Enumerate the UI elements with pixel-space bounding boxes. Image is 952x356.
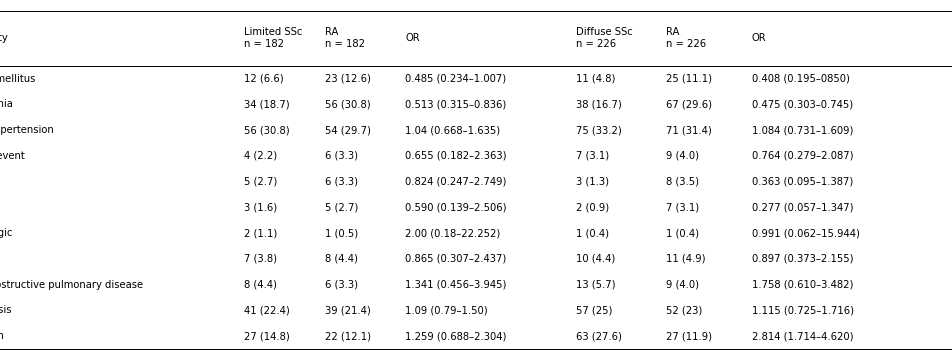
Text: 0.485 (0.234–1.007): 0.485 (0.234–1.007) [405, 74, 506, 84]
Text: 54 (29.7): 54 (29.7) [325, 125, 370, 135]
Text: 12 (6.6): 12 (6.6) [244, 74, 284, 84]
Text: 39 (21.4): 39 (21.4) [325, 305, 370, 315]
Text: 2 (1.1): 2 (1.1) [244, 228, 277, 238]
Text: 5 (2.7): 5 (2.7) [244, 177, 277, 187]
Text: 3 (1.6): 3 (1.6) [244, 202, 277, 213]
Text: 7 (3.1): 7 (3.1) [575, 151, 608, 161]
Text: 27 (14.8): 27 (14.8) [244, 331, 289, 341]
Text: 1.115 (0.725–1.716): 1.115 (0.725–1.716) [751, 305, 853, 315]
Text: 1.259 (0.688–2.304): 1.259 (0.688–2.304) [405, 331, 506, 341]
Text: 1.341 (0.456–3.945): 1.341 (0.456–3.945) [405, 279, 506, 289]
Text: Depression: Depression [0, 331, 4, 341]
Text: 0.513 (0.315–0.836): 0.513 (0.315–0.836) [405, 99, 506, 109]
Text: 11 (4.9): 11 (4.9) [665, 254, 705, 264]
Text: 8 (4.4): 8 (4.4) [244, 279, 277, 289]
Text: 9 (4.0): 9 (4.0) [665, 279, 699, 289]
Text: 56 (30.8): 56 (30.8) [325, 99, 370, 109]
Text: 1.04 (0.668–1.635): 1.04 (0.668–1.635) [405, 125, 500, 135]
Text: 1.758 (0.610–3.482): 1.758 (0.610–3.482) [751, 279, 852, 289]
Text: 1 (0.4): 1 (0.4) [575, 228, 608, 238]
Text: 41 (22.4): 41 (22.4) [244, 305, 289, 315]
Text: 1.084 (0.731–1.609): 1.084 (0.731–1.609) [751, 125, 852, 135]
Text: 67 (29.6): 67 (29.6) [665, 99, 712, 109]
Text: 0.655 (0.182–2.363): 0.655 (0.182–2.363) [405, 151, 506, 161]
Text: 0.408 (0.195–0850): 0.408 (0.195–0850) [751, 74, 849, 84]
Text: 75 (33.2): 75 (33.2) [575, 125, 621, 135]
Text: 5 (2.7): 5 (2.7) [325, 202, 358, 213]
Text: 11 (4.8): 11 (4.8) [575, 74, 615, 84]
Text: 1 (0.4): 1 (0.4) [665, 228, 699, 238]
Text: 6 (3.3): 6 (3.3) [325, 151, 357, 161]
Text: 6 (3.3): 6 (3.3) [325, 177, 357, 187]
Text: 7 (3.1): 7 (3.1) [665, 202, 699, 213]
Text: RA
n = 182: RA n = 182 [325, 27, 365, 49]
Text: Hemorrhagic: Hemorrhagic [0, 228, 12, 238]
Text: Coronary event: Coronary event [0, 151, 25, 161]
Text: 0.590 (0.139–2.506): 0.590 (0.139–2.506) [405, 202, 506, 213]
Text: 23 (12.6): 23 (12.6) [325, 74, 370, 84]
Text: Diffuse SSc
n = 226: Diffuse SSc n = 226 [575, 27, 632, 49]
Text: 25 (11.1): 25 (11.1) [665, 74, 712, 84]
Text: 34 (18.7): 34 (18.7) [244, 99, 289, 109]
Text: 2.00 (0.18–22.252): 2.00 (0.18–22.252) [405, 228, 500, 238]
Text: Comorbidity: Comorbidity [0, 33, 9, 43]
Text: 9 (4.0): 9 (4.0) [665, 151, 699, 161]
Text: OR: OR [751, 33, 765, 43]
Text: Chronic obstructive pulmonary disease: Chronic obstructive pulmonary disease [0, 279, 143, 289]
Text: 7 (3.8): 7 (3.8) [244, 254, 277, 264]
Text: 3 (1.3): 3 (1.3) [575, 177, 608, 187]
Text: 1.09 (0.79–1.50): 1.09 (0.79–1.50) [405, 305, 487, 315]
Text: 8 (3.5): 8 (3.5) [665, 177, 699, 187]
Text: 0.475 (0.303–0.745): 0.475 (0.303–0.745) [751, 99, 852, 109]
Text: 2 (0.9): 2 (0.9) [575, 202, 608, 213]
Text: 52 (23): 52 (23) [665, 305, 702, 315]
Text: 8 (4.4): 8 (4.4) [325, 254, 357, 264]
Text: 38 (16.7): 38 (16.7) [575, 99, 621, 109]
Text: Osteoporosis: Osteoporosis [0, 305, 12, 315]
Text: 71 (31.4): 71 (31.4) [665, 125, 711, 135]
Text: 0.897 (0.373–2.155): 0.897 (0.373–2.155) [751, 254, 853, 264]
Text: RA
n = 226: RA n = 226 [665, 27, 705, 49]
Text: Limited SSc
n = 182: Limited SSc n = 182 [244, 27, 302, 49]
Text: 0.363 (0.095–1.387): 0.363 (0.095–1.387) [751, 177, 852, 187]
Text: Diabetes mellitus: Diabetes mellitus [0, 74, 35, 84]
Text: 0.865 (0.307–2.437): 0.865 (0.307–2.437) [405, 254, 506, 264]
Text: 22 (12.1): 22 (12.1) [325, 331, 370, 341]
Text: 0.764 (0.279–2.087): 0.764 (0.279–2.087) [751, 151, 853, 161]
Text: 57 (25): 57 (25) [575, 305, 612, 315]
Text: 13 (5.7): 13 (5.7) [575, 279, 615, 289]
Text: Arterial hypertension: Arterial hypertension [0, 125, 53, 135]
Text: 27 (11.9): 27 (11.9) [665, 331, 712, 341]
Text: 4 (2.2): 4 (2.2) [244, 151, 277, 161]
Text: 0.277 (0.057–1.347): 0.277 (0.057–1.347) [751, 202, 853, 213]
Text: 0.824 (0.247–2.749): 0.824 (0.247–2.749) [405, 177, 506, 187]
Text: Dyslipidemia: Dyslipidemia [0, 99, 12, 109]
Text: 56 (30.8): 56 (30.8) [244, 125, 289, 135]
Text: 1 (0.5): 1 (0.5) [325, 228, 357, 238]
Text: OR: OR [405, 33, 419, 43]
Text: 0.991 (0.062–15.944): 0.991 (0.062–15.944) [751, 228, 859, 238]
Text: 2.814 (1.714–4.620): 2.814 (1.714–4.620) [751, 331, 853, 341]
Text: 6 (3.3): 6 (3.3) [325, 279, 357, 289]
Text: 10 (4.4): 10 (4.4) [575, 254, 615, 264]
Text: 63 (27.6): 63 (27.6) [575, 331, 622, 341]
